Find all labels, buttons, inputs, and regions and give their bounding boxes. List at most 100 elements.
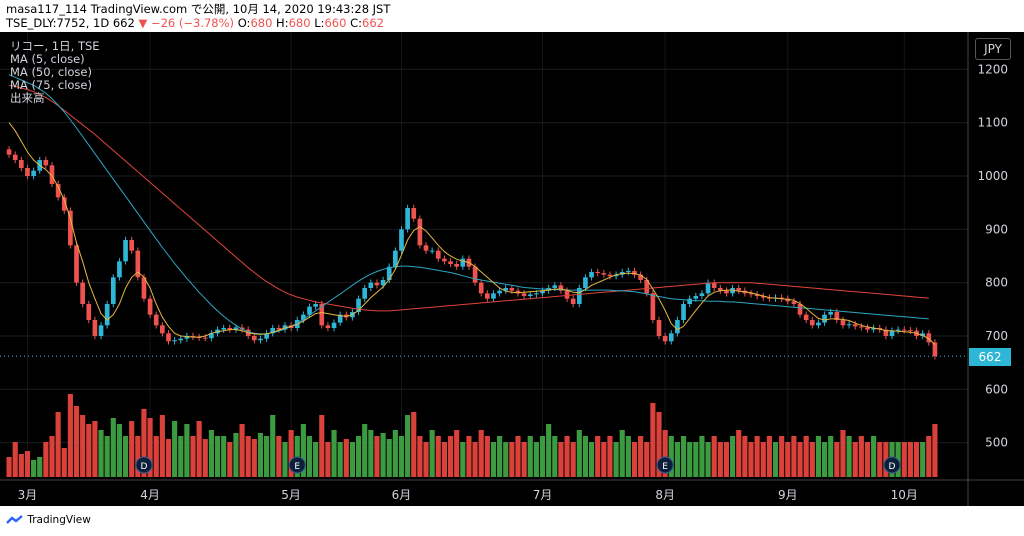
- candle-body: [576, 288, 582, 304]
- volume-bar: [693, 442, 699, 477]
- volume-bar: [61, 448, 67, 477]
- symbol-label: TSE_DLY:7752, 1D: [6, 16, 110, 30]
- candle-body: [779, 297, 784, 299]
- candle-body: [123, 240, 128, 262]
- candle-body: [393, 250, 398, 267]
- volume-bar: [552, 436, 558, 477]
- volume-bar: [877, 442, 883, 477]
- candle-body: [405, 208, 410, 230]
- open-value: 680: [250, 16, 273, 30]
- volume-bar: [674, 442, 680, 477]
- volume-bar: [754, 436, 760, 477]
- volume-bar: [306, 436, 313, 477]
- volume-bar: [355, 436, 362, 477]
- volume-bar: [110, 418, 116, 477]
- candle-body: [908, 330, 913, 332]
- candle-body: [49, 165, 55, 184]
- volume-bar: [846, 436, 852, 477]
- volume-bar: [527, 436, 533, 477]
- candle-body: [264, 333, 269, 339]
- volume-bar: [791, 436, 797, 477]
- volume-bar: [601, 442, 607, 477]
- candle-body: [926, 333, 932, 343]
- candle-body: [552, 285, 558, 288]
- volume-bar: [251, 439, 257, 477]
- volume-bar: [920, 442, 926, 477]
- tradingview-logo[interactable]: TradingView: [6, 514, 91, 526]
- candle-body: [417, 218, 423, 246]
- candle-body: [846, 324, 852, 326]
- volume-bar: [325, 442, 331, 477]
- candle-body: [331, 322, 337, 328]
- ma75-line: [9, 84, 929, 312]
- volume-bar: [926, 436, 932, 477]
- volume-bar: [668, 436, 674, 477]
- candle-body: [386, 266, 392, 280]
- volume-bar: [331, 430, 337, 477]
- volume-bar: [37, 457, 43, 477]
- candle-body: [883, 329, 889, 336]
- volume-bar: [490, 442, 497, 477]
- candle-body: [442, 258, 447, 262]
- volume-bar: [184, 424, 190, 477]
- volume-bar: [411, 412, 417, 477]
- publish-info: masa117_114 TradingView.com で公開, 10月 14,…: [6, 2, 391, 16]
- legend-title: リコー, 1日, TSE: [10, 39, 100, 53]
- volume-bar: [239, 424, 245, 477]
- candle-body: [399, 229, 404, 251]
- candle-body: [785, 298, 791, 302]
- candle-body: [509, 288, 515, 291]
- volume-bar: [742, 436, 748, 477]
- volume-bar: [447, 436, 454, 477]
- brand-label: TradingView: [27, 514, 91, 526]
- y-tick-label: 800: [985, 276, 1008, 290]
- candle-body: [423, 245, 429, 251]
- x-tick-label: 10月: [891, 488, 918, 502]
- chart-legend: リコー, 1日, TSE MA (5, close) MA (50, close…: [10, 40, 100, 105]
- ma50-line: [8, 74, 929, 335]
- candle-body: [730, 288, 735, 294]
- price-chart[interactable]: 500 600 700 800 900 1000 1100 1200 D E E D 3月 4月 5月 6月 7…: [0, 32, 1024, 506]
- volume-bar: [907, 442, 913, 477]
- candle-body: [736, 288, 742, 291]
- candle-body: [534, 293, 539, 295]
- volume-bar: [533, 442, 539, 477]
- legend-ma5: MA (5, close): [10, 52, 85, 66]
- candle-body: [258, 338, 263, 341]
- volume-bar: [460, 442, 466, 477]
- candle-body: [656, 320, 662, 336]
- volume-bar: [840, 430, 846, 477]
- volume-bar: [711, 436, 717, 477]
- candle-body: [724, 290, 729, 294]
- volume-bar: [300, 424, 306, 477]
- volume-bar: [227, 442, 233, 477]
- x-tick-label: 5月: [281, 488, 301, 502]
- x-tick-label: 3月: [18, 488, 38, 502]
- event-marker: [656, 456, 674, 474]
- candle-body: [6, 149, 12, 155]
- candle-body: [12, 154, 18, 160]
- volume-bar: [165, 439, 172, 477]
- candle-body: [448, 261, 453, 264]
- volume-bar: [631, 442, 638, 477]
- volume-bar: [779, 436, 785, 477]
- y-tick-label: 500: [985, 436, 1008, 450]
- event-marker-label: D: [889, 462, 896, 472]
- volume-bar: [705, 442, 711, 477]
- x-tick-label: 6月: [392, 488, 412, 502]
- candle-body: [601, 273, 607, 275]
- volume-bar: [49, 436, 55, 477]
- currency-button[interactable]: JPY: [975, 38, 1011, 60]
- volume-bar: [270, 415, 276, 477]
- close-label: C:: [350, 16, 362, 30]
- volume-bar: [638, 436, 644, 477]
- candle-body: [104, 304, 110, 326]
- volume-bar: [202, 439, 208, 477]
- candle-body: [454, 264, 460, 267]
- candle-body: [632, 270, 637, 275]
- volume-bar: [80, 415, 86, 477]
- volume-bar: [484, 436, 490, 477]
- volume-bar: [687, 442, 693, 477]
- candle-body: [644, 280, 650, 294]
- ma5-line: [8, 122, 936, 345]
